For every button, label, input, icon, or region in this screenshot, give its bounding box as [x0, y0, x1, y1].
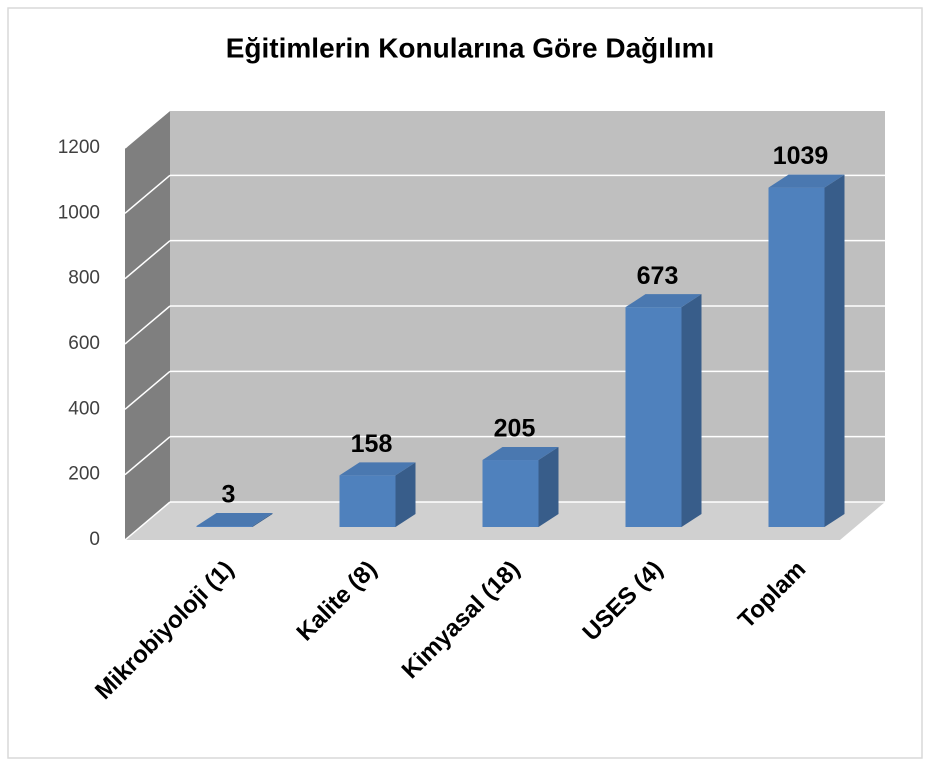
bar-side	[252, 513, 273, 527]
bar-top	[768, 174, 845, 188]
bar-top	[196, 513, 273, 527]
bar-side	[538, 447, 559, 527]
grid-line	[124, 109, 171, 149]
data-label: 3	[222, 481, 236, 509]
y-tick-label: 200	[68, 464, 100, 485]
bar-side	[395, 462, 416, 527]
grid-line	[124, 305, 171, 345]
y-tick-label: 1000	[58, 202, 100, 223]
chart-title: Eğitimlerin Konularına Göre Dağılımı	[226, 32, 715, 63]
data-label: 1039	[773, 142, 829, 170]
bar-side	[824, 174, 845, 528]
y-tick-label: 400	[68, 398, 100, 419]
y-tick-label: 600	[68, 333, 100, 354]
grid-line	[124, 370, 171, 410]
grid-line	[124, 240, 171, 280]
data-label: 673	[637, 262, 679, 290]
grid-line	[124, 174, 171, 214]
y-tick-label: 0	[89, 529, 100, 550]
bar-side	[681, 294, 702, 527]
bar	[482, 460, 539, 527]
y-tick-label: 1200	[58, 137, 100, 158]
bar-top	[482, 447, 559, 461]
grid-line	[124, 501, 171, 541]
data-label: 205	[494, 415, 536, 443]
bar-top	[339, 462, 416, 476]
bar	[768, 187, 825, 528]
bar	[339, 475, 396, 527]
data-label: 158	[351, 430, 393, 458]
bar	[625, 307, 682, 527]
grid-line	[124, 436, 171, 476]
y-tick-label: 800	[68, 268, 100, 289]
bar	[196, 526, 253, 527]
bar-top	[625, 294, 702, 308]
